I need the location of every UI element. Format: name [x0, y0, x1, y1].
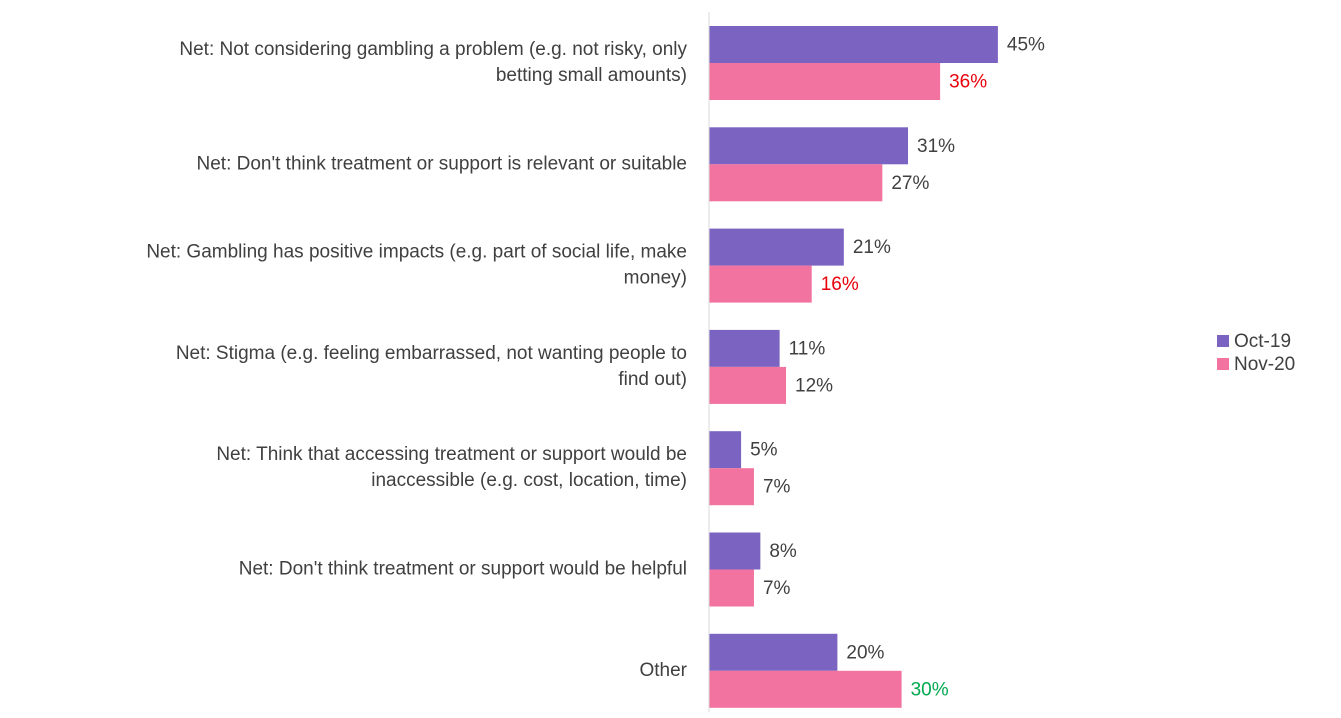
category-label: Net: Think that accessing treatment or s… [216, 444, 687, 491]
bar [709, 26, 998, 63]
value-label: 30% [911, 679, 949, 700]
bar [709, 569, 754, 607]
value-label: 5% [750, 440, 778, 461]
value-label: 7% [763, 578, 791, 599]
value-label: 27% [891, 173, 929, 194]
legend-label: Nov-20 [1234, 354, 1295, 375]
value-label: 21% [853, 237, 891, 258]
legend-swatch [1217, 335, 1229, 347]
bar [709, 366, 787, 404]
bar [709, 265, 812, 303]
bar [709, 228, 844, 266]
value-label: 7% [763, 477, 791, 498]
bar [709, 468, 754, 506]
bar [709, 329, 780, 367]
bar [709, 63, 941, 100]
category-label: Net: Gambling has positive impacts (e.g.… [146, 242, 687, 289]
value-label: 16% [821, 274, 859, 295]
value-label: 31% [917, 136, 955, 157]
category-label: Net: Stigma (e.g. feeling embarrassed, n… [176, 343, 687, 390]
value-label: 11% [789, 338, 826, 359]
category-label: Other [639, 660, 687, 681]
bar [709, 633, 838, 671]
bar [709, 670, 902, 708]
category-label: Net: Don't think treatment or support is… [197, 153, 687, 174]
value-label: 36% [949, 72, 987, 93]
category-label: Net: Don't think treatment or support wo… [239, 559, 687, 580]
bar [709, 532, 761, 570]
legend-swatch [1217, 358, 1229, 370]
bar [709, 164, 883, 202]
value-label: 12% [795, 375, 833, 396]
value-label: 8% [769, 541, 797, 562]
bar [709, 431, 742, 469]
value-label: 45% [1007, 35, 1045, 56]
legend-label: Oct-19 [1234, 331, 1291, 352]
value-label: 20% [846, 642, 884, 663]
category-label: Net: Not considering gambling a problem … [179, 39, 687, 86]
bar [709, 127, 909, 165]
